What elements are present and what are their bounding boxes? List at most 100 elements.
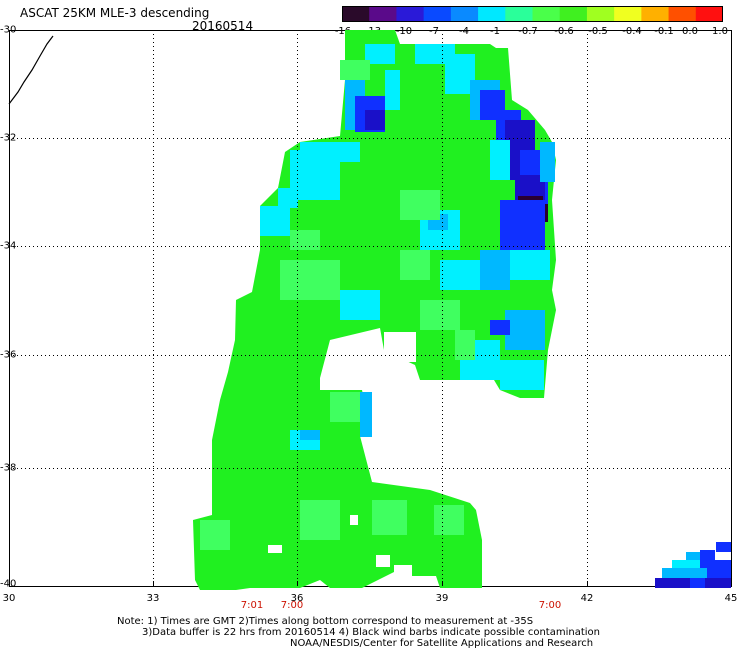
swath-cell: [672, 560, 702, 570]
swath-cell: [505, 310, 545, 350]
colorbar-label: -0.1: [654, 26, 674, 37]
corner-swath: [655, 542, 731, 588]
lon-label: 36: [290, 593, 304, 604]
lon-label: 33: [146, 593, 160, 604]
swath-cell: [385, 70, 400, 110]
colorbar-label: -16: [334, 26, 352, 37]
colorbar-swatch: [369, 6, 397, 22]
swath-cell: [278, 188, 298, 208]
lon-label: 30: [2, 593, 16, 604]
swath-gap: [376, 555, 390, 567]
swath-gap: [320, 378, 332, 390]
swath-cell: [682, 568, 707, 578]
colorbar-label: -1: [490, 26, 500, 37]
swath-cell: [365, 110, 385, 130]
map-title: ASCAT 25KM MLE-3 descending: [20, 6, 210, 20]
colorbar-label: -10: [395, 26, 413, 37]
note-line-2: 3)Data buffer is 22 hrs from 20160514 4)…: [142, 627, 600, 638]
swath-cell: [540, 142, 555, 182]
colorbar-label: -0.5: [588, 26, 608, 37]
lat-label: -40: [0, 578, 17, 590]
colorbar-swatch: [586, 6, 615, 22]
swath-cell: [330, 392, 360, 422]
swath-cell: [434, 505, 464, 535]
swath-gap: [394, 565, 412, 585]
colorbar-swatch: [532, 6, 561, 22]
swath-cell: [365, 44, 395, 64]
colorbar-label: 0.0: [682, 26, 698, 37]
swath-cell: [300, 430, 320, 440]
colorbar-swatch: [559, 6, 588, 22]
swath-cell: [510, 250, 550, 280]
colorbar-label: 1.0: [712, 26, 728, 37]
lon-label: 39: [435, 593, 449, 604]
swath-cell: [500, 360, 544, 390]
colorbar-swatch: [641, 6, 670, 22]
swath-cell: [716, 542, 731, 552]
swath-cell: [700, 550, 715, 560]
lat-label: -32: [0, 132, 17, 144]
swath-cell: [360, 392, 372, 437]
swath-cell: [200, 520, 230, 550]
swath-cell: [372, 500, 407, 535]
colorbar-swatch: [396, 6, 425, 22]
swath-cell: [340, 290, 380, 320]
swath-gap: [350, 515, 358, 525]
lat-label: -30: [0, 24, 17, 36]
lon-label: 42: [580, 593, 594, 604]
time-label: 7:00: [280, 600, 304, 611]
lat-label: -38: [0, 462, 17, 474]
colorbar-swatch: [668, 6, 697, 22]
colorbar-swatch: [423, 6, 452, 22]
colorbar-swatch: [450, 6, 479, 22]
colorbar-swatch: [342, 6, 370, 22]
swath-gap: [384, 332, 416, 362]
swath-cell: [686, 552, 700, 562]
colorbar-swatch: [614, 6, 642, 22]
note-line-1: Note: 1) Times are GMT 2)Times along bot…: [117, 616, 534, 627]
lat-label: -36: [0, 349, 17, 361]
wind-swath-map: [8, 30, 732, 590]
lat-label: -34: [0, 240, 17, 252]
swath-cell: [300, 500, 340, 540]
colorbar: [342, 6, 723, 22]
colorbar-swatch: [478, 6, 506, 22]
colorbar-label: -0.6: [554, 26, 574, 37]
swath-cell: [340, 60, 370, 80]
swath-cell: [690, 578, 705, 588]
gridlines: [9, 30, 731, 586]
swath-cell: [260, 206, 290, 236]
swath-cell: [490, 140, 510, 180]
colorbar-label: -7: [429, 26, 439, 37]
swath-cell: [700, 560, 731, 570]
swath-cell: [280, 260, 340, 300]
swath-cell: [655, 578, 690, 588]
colorbar-border: [342, 6, 723, 22]
swath-cell: [455, 330, 475, 360]
swath-cell: [300, 142, 360, 162]
coastline: [8, 35, 54, 105]
swath-cell: [420, 300, 460, 330]
lon-label: 45: [724, 593, 738, 604]
colorbar-label: -4: [459, 26, 469, 37]
swath-cell: [662, 568, 682, 578]
swath-cell: [400, 250, 430, 280]
swath-cell: [480, 250, 510, 290]
swath-cell: [490, 320, 510, 335]
colorbar-label: -0.7: [518, 26, 538, 37]
colorbar-swatch: [505, 6, 533, 22]
swath-cell: [705, 578, 731, 588]
wind-swath: [193, 30, 556, 590]
swath-cell: [400, 190, 440, 220]
map-date: 20160514: [192, 19, 254, 33]
colorbar-swatch: [695, 6, 723, 22]
footnotes: Note: 1) Times are GMT 2)Times along bot…: [117, 616, 600, 638]
swath-gap: [268, 545, 282, 553]
time-label: 7:01: [240, 600, 264, 611]
swath-cell: [440, 260, 480, 290]
swath-cell: [707, 568, 731, 578]
axis-ticks: [153, 581, 588, 586]
credit-line: NOAA/NESDIS/Center for Satellite Applica…: [290, 638, 594, 649]
colorbar-label: -0.4: [622, 26, 642, 37]
time-label: 7:00: [538, 600, 562, 611]
